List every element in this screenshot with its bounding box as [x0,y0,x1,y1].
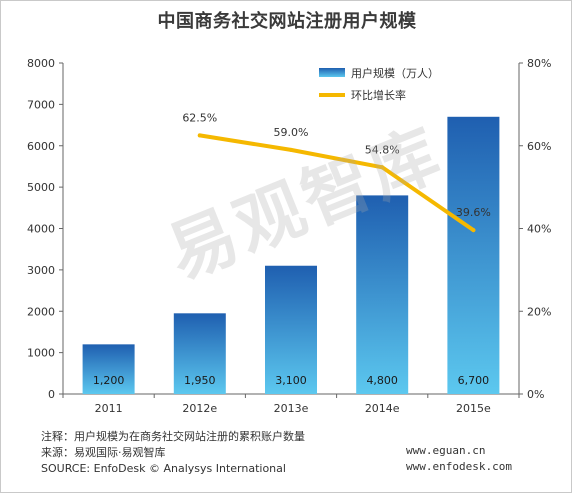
y-left-tick-label: 1000 [27,347,55,360]
bar-value-label: 1,200 [93,374,125,387]
legend-bar-label: 用户规模（万人） [351,66,439,80]
x-tick-label: 2015e [456,402,491,415]
y-right-tick-label: 0% [527,388,544,401]
bar-value-label: 4,800 [366,374,398,387]
y-right-tick-label: 20% [527,305,551,318]
y-left-tick-label: 0 [48,388,55,401]
y-left-tick-label: 8000 [27,57,55,70]
y-left-tick-label: 4000 [27,223,55,236]
legend: 用户规模（万人） 环比增长率 [319,66,439,102]
bar [265,265,317,394]
site-enfodesk: www.enfodesk.com [406,460,512,473]
growth-line-layer [197,133,476,233]
x-tick-label: 2011 [95,402,123,415]
bar [447,116,500,394]
growth-rate-point [380,165,385,170]
footnote-source-cn: 来源：易观国际·易观智库 [41,446,166,459]
legend-line-label: 环比增长率 [351,88,406,102]
y-left-tick-label: 2000 [27,305,55,318]
bar [356,195,409,394]
bars-layer [82,116,500,394]
y-left-tick-label: 7000 [27,98,55,111]
y-right-tick-label: 40% [527,223,551,236]
growth-rate-point [471,228,476,233]
bar-value-label: 1,950 [184,374,216,387]
y-left-tick-label: 6000 [27,140,55,153]
site-eguan: www.eguan.cn [406,444,486,457]
growth-rate-line [197,133,476,233]
growth-rate-point [289,147,293,152]
footnote-note: 注释：用户规模为在商务社交网站注册的累积账户数量 [41,430,305,443]
y-left-tick-label: 3000 [27,264,55,277]
y-right-tick-label: 80% [527,57,551,70]
growth-rate-label: 39.6% [456,206,491,219]
y-right-tick-label: 60% [527,140,551,153]
bar [82,344,135,394]
combo-chart: 0 1000 2000 3000 4000 5000 6000 7000 8000 0% 20% 40… [27,57,551,415]
growth-rate-label: 54.8% [365,143,400,156]
bar-value-label: 3,100 [275,374,307,387]
footnote-source-en: SOURCE: EnfoDesk © Analysys Internationa… [41,462,286,475]
bar-value-label: 6,700 [458,374,490,387]
x-tick-label: 2012e [182,402,217,415]
x-tick-label: 2014e [365,402,400,415]
growth-rate-label: 62.5% [182,111,217,124]
legend-bar-swatch [319,68,345,77]
chart-title: 中国商务社交网站注册用户规模 [157,11,417,32]
bar [173,313,226,394]
data-labels-layer: 1,200 1,950 3,100 4,800 6,700 62.5% 59.0% 54.8%… [93,111,491,387]
y-left-tick-label: 5000 [27,181,55,194]
axes-layer: 0 1000 2000 3000 4000 5000 6000 7000 8000 0% 20% 40… [27,57,551,415]
growth-rate-point [197,133,202,138]
x-tick-label: 2013e [274,402,309,415]
growth-rate-label: 59.0% [274,126,309,139]
